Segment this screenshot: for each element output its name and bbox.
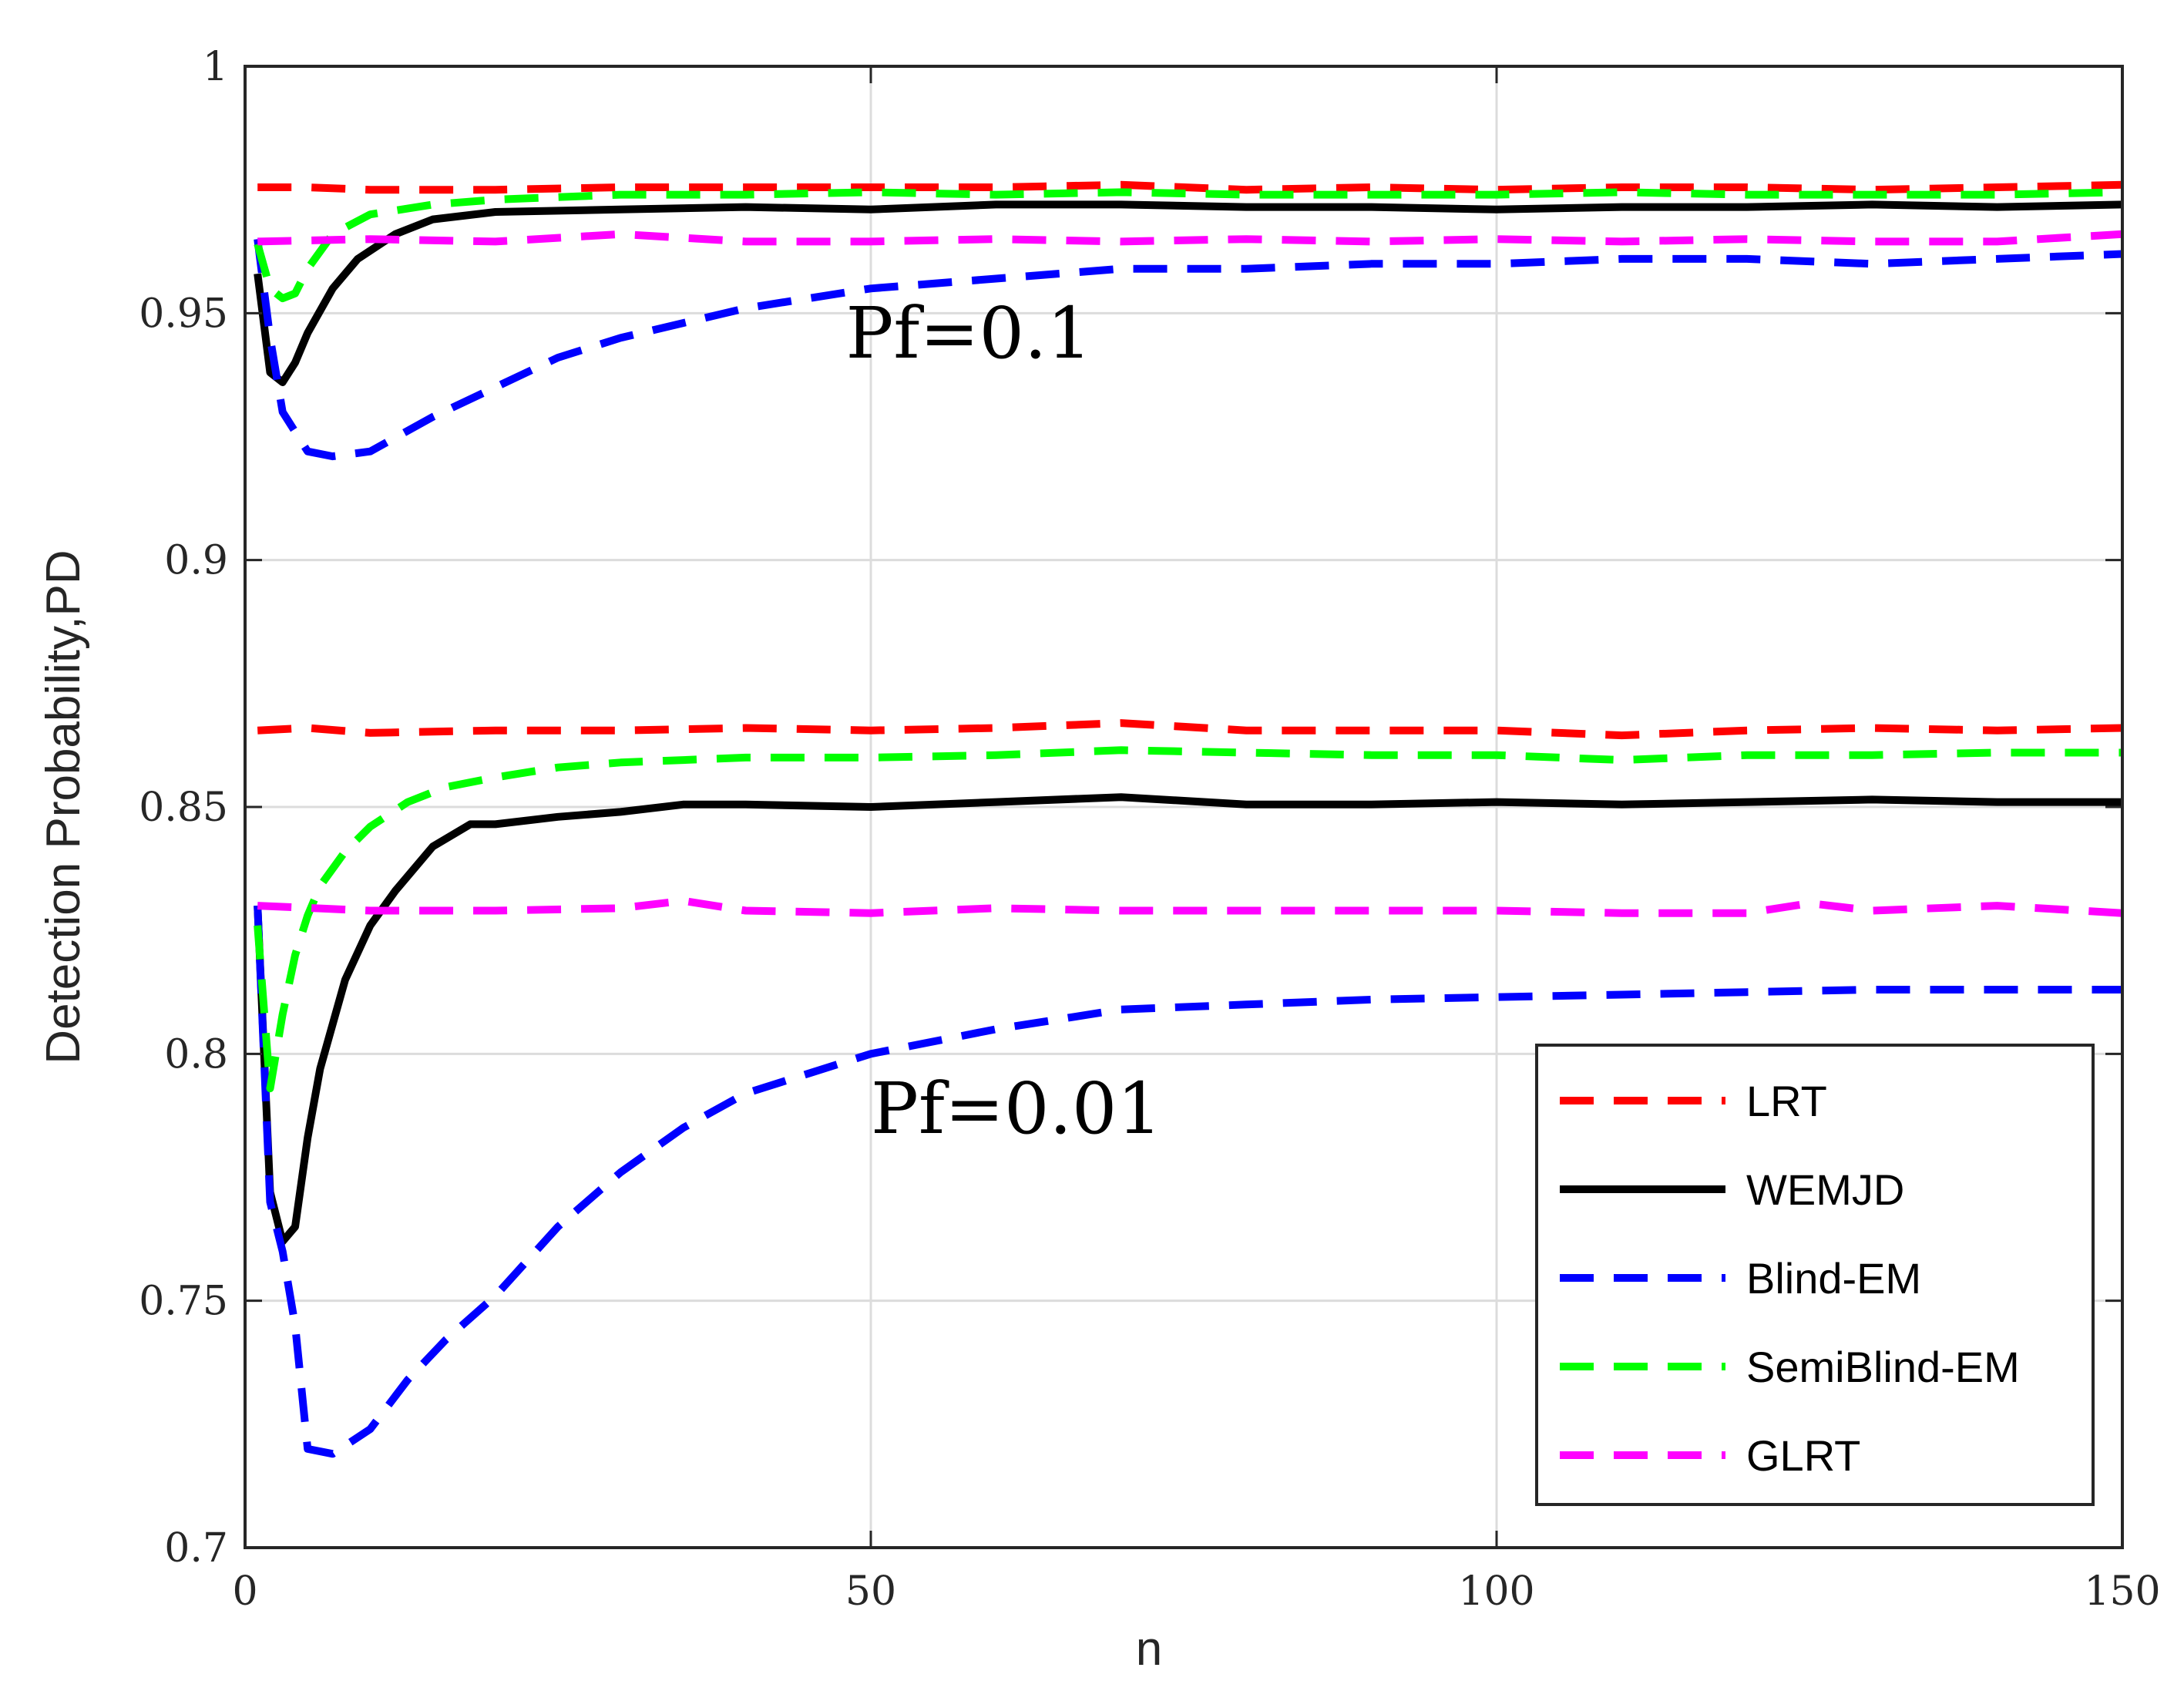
series-blind-em-pf-0-1 xyxy=(254,238,2123,461)
series-lrt-pf-0-1 xyxy=(257,180,2123,194)
y-axis-label: Detection Probability,PD xyxy=(37,550,90,1064)
series-blind-em-pf-0-01 xyxy=(254,905,2122,1458)
legend-label-glrt: GLRT xyxy=(1746,1431,1860,1480)
legend[interactable]: LRT WEMJD Blind-EM SemiBlind-EM GLRT xyxy=(1535,1044,2095,1506)
y-tick-label: 0.95 xyxy=(139,291,228,337)
series-lrt-pf-0-01 xyxy=(257,719,2123,740)
legend-label-lrt: LRT xyxy=(1746,1077,1827,1125)
series-semiblind-em-pf-0-01 xyxy=(254,746,2122,1093)
annotations: Pf=0.1 Pf=0.01 xyxy=(846,292,1162,1150)
y-tick-label: 0.7 xyxy=(164,1525,228,1572)
legend-label-semiblind-em: SemiBlind-EM xyxy=(1746,1343,2020,1391)
series-wemjd-pf-0-01 xyxy=(254,793,2122,1246)
y-tick-label: 1 xyxy=(203,44,228,90)
x-tick-label: 100 xyxy=(1458,1568,1534,1615)
series-layer xyxy=(254,180,2123,1458)
x-tick-label: 0 xyxy=(232,1568,257,1615)
series-glrt-pf-0-01 xyxy=(257,896,2123,917)
annotation-label: Pf=0.01 xyxy=(871,1067,1162,1150)
x-tick-label: 50 xyxy=(845,1568,896,1615)
y-tick-label: 0.85 xyxy=(139,785,228,831)
series-wemjd-pf-0-1 xyxy=(254,200,2123,386)
y-tick-label: 0.9 xyxy=(164,538,228,584)
y-tick-label: 0.8 xyxy=(164,1031,228,1078)
series-glrt-pf-0-1 xyxy=(257,230,2123,246)
y-tick-label: 0.75 xyxy=(139,1279,228,1325)
x-tick-label: 150 xyxy=(2084,1568,2160,1615)
x-axis-label: n xyxy=(1136,1622,1162,1676)
legend-label-blind-em: Blind-EM xyxy=(1746,1254,1921,1303)
legend-label-wemjd: WEMJD xyxy=(1746,1165,1904,1214)
annotation-label: Pf=0.1 xyxy=(846,292,1092,375)
ticks: 0 50 100 150 0.7 0.75 0.8 0.85 0.9 0.95 1 xyxy=(139,44,2160,1615)
